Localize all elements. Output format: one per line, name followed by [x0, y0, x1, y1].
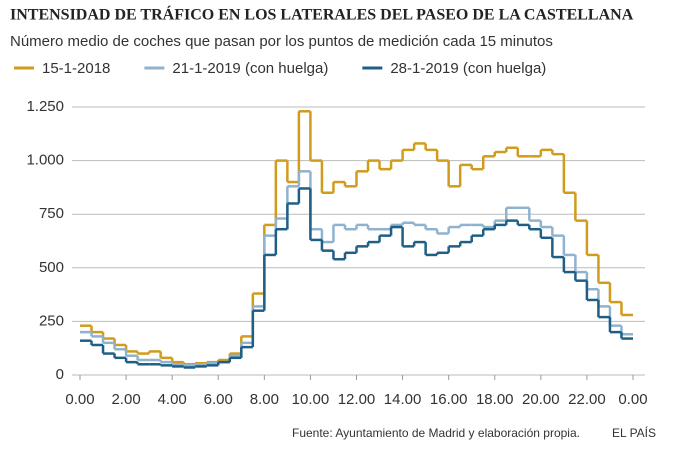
source: Fuente: Ayuntamiento de Madrid y elabora… — [292, 426, 580, 440]
y-tick-label: 250 — [39, 312, 64, 329]
legend-label: 28-1-2019 (con huelga) — [390, 60, 546, 77]
x-tick-label: 18.00 — [476, 391, 514, 408]
x-tick-label: 10.00 — [292, 391, 330, 408]
y-tick-label: 0 — [56, 366, 64, 383]
x-tick-label: 16.00 — [430, 391, 468, 408]
step-risers — [90, 188, 623, 368]
x-tick-label: 20.00 — [522, 391, 560, 408]
y-tick-label: 1.250 — [26, 98, 64, 115]
x-tick-label: 8.00 — [250, 391, 279, 408]
x-tick-label: 14.00 — [384, 391, 422, 408]
x-tick-label: 22.00 — [568, 391, 606, 408]
x-tick-label: 0.00 — [65, 391, 94, 408]
x-tick-label: 0.00 — [618, 391, 647, 408]
legend-label: 15-1-2018 — [42, 60, 110, 77]
chart-title: INTENSIDAD DE TRÁFICO EN LOS LATERALES D… — [10, 5, 634, 24]
x-tick-label: 2.00 — [111, 391, 140, 408]
y-tick-label: 1.000 — [26, 152, 64, 169]
x-tick-label: 6.00 — [204, 391, 233, 408]
brand: EL PAÍS — [612, 425, 656, 440]
x-tick-label: 4.00 — [158, 391, 187, 408]
chart-subtitle: Número medio de coches que pasan por los… — [10, 33, 553, 50]
legend-label: 21-1-2019 (con huelga) — [172, 60, 328, 77]
y-tick-label: 750 — [39, 205, 64, 222]
step-risers — [90, 171, 623, 366]
y-tick-label: 500 — [39, 259, 64, 276]
x-tick-label: 12.00 — [338, 391, 376, 408]
